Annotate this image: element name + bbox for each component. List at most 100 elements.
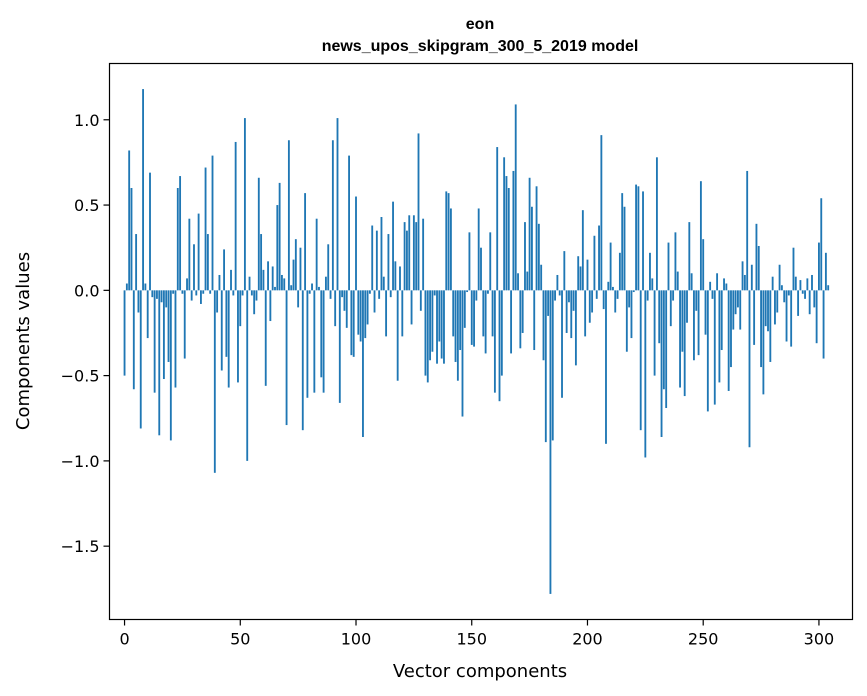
x-axis-label: Vector components (393, 661, 567, 682)
chart-subtitle: news_upos_skipgram_300_5_2019 model (322, 38, 639, 55)
bar (625, 290, 628, 352)
bar (637, 186, 640, 291)
bar (468, 232, 471, 291)
bar (415, 222, 418, 291)
bar (574, 290, 577, 366)
bar (373, 290, 376, 313)
bar (348, 155, 350, 291)
bar (651, 278, 654, 291)
bar (769, 290, 772, 362)
bar (709, 281, 712, 291)
bar (716, 273, 719, 291)
bar (730, 290, 732, 368)
bar (774, 290, 776, 325)
y-axis-label: Components values (13, 252, 34, 430)
bar (366, 290, 369, 325)
bar (306, 290, 309, 398)
bars-group (123, 89, 830, 594)
bar (658, 290, 661, 344)
bar (785, 290, 788, 342)
bar (699, 181, 702, 291)
bar (748, 290, 751, 448)
bar (382, 276, 385, 291)
bar (493, 290, 496, 393)
bar (232, 290, 235, 296)
bar (130, 188, 133, 291)
bar (329, 290, 332, 299)
bar (690, 273, 693, 291)
bar (227, 290, 230, 388)
bar (667, 242, 670, 291)
bar (338, 290, 341, 403)
bar (162, 290, 165, 380)
bar (206, 234, 209, 291)
bar (605, 290, 607, 444)
bar (278, 182, 281, 291)
bar (517, 273, 519, 291)
bar (644, 290, 647, 458)
bar (743, 274, 746, 291)
bar (618, 252, 621, 291)
bar (757, 245, 760, 291)
bar (561, 290, 563, 398)
bar (635, 184, 638, 291)
bar (403, 222, 406, 291)
bar (598, 225, 600, 291)
bar (315, 218, 318, 291)
bar (655, 157, 658, 291)
bar (438, 290, 441, 342)
bar (669, 290, 672, 327)
bar (591, 290, 594, 313)
bar (556, 274, 559, 291)
bar (181, 290, 184, 294)
bar (616, 290, 619, 299)
bar (533, 290, 536, 351)
bar (586, 259, 589, 291)
bar (209, 290, 212, 294)
bar (422, 218, 425, 291)
bar (593, 235, 596, 291)
y-tick-label: −1.0 (61, 452, 100, 471)
bar (822, 290, 825, 359)
bar (778, 264, 781, 291)
bar (827, 285, 830, 291)
bar (505, 176, 508, 291)
bar (440, 290, 443, 359)
bar (683, 290, 686, 397)
bar (764, 290, 767, 327)
bar (179, 176, 182, 291)
y-tick-label: 0.5 (74, 196, 99, 215)
bar (767, 290, 769, 332)
bar (197, 213, 200, 291)
bar (480, 247, 482, 291)
bar (271, 266, 274, 291)
bar (431, 290, 434, 352)
bar (311, 283, 313, 291)
bar (406, 230, 408, 291)
bar (704, 290, 707, 335)
bar (200, 290, 202, 304)
bar (600, 135, 603, 291)
bar (776, 290, 779, 313)
bar (514, 104, 517, 291)
bar (649, 252, 651, 291)
bar (299, 247, 302, 291)
bar (811, 274, 813, 291)
bar (496, 147, 499, 291)
bar (394, 261, 397, 291)
bar (797, 290, 800, 316)
bar (623, 206, 626, 291)
bar (489, 232, 492, 291)
bar (500, 290, 503, 376)
bar (301, 290, 304, 431)
bar (216, 290, 219, 313)
bar (686, 290, 688, 323)
bar (755, 223, 758, 291)
bar (169, 290, 172, 441)
bar (267, 261, 269, 291)
bar (322, 290, 325, 393)
y-tick-label: −0.5 (61, 367, 100, 386)
bar (424, 290, 427, 376)
bar (697, 290, 700, 356)
y-tick-label: 0.0 (74, 281, 99, 300)
